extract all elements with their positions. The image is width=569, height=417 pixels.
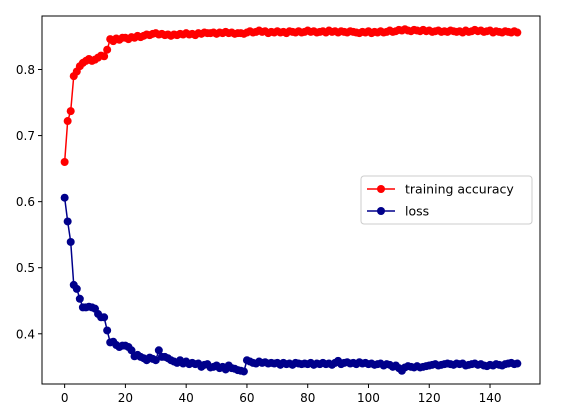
x-tick-label: 60: [239, 391, 254, 405]
plot-frame: [41, 15, 541, 385]
series-loss: [60, 193, 522, 376]
legend: training accuracy loss: [360, 175, 533, 225]
data-point: [154, 346, 163, 355]
y-tick-label: 0.5: [16, 261, 35, 275]
data-point: [239, 367, 248, 376]
data-point: [100, 52, 109, 61]
x-axis: 0 20 40 60 80 100 120 140: [61, 384, 502, 405]
data-point: [75, 294, 84, 303]
y-tick-label: 0.6: [16, 195, 35, 209]
data-point: [60, 193, 69, 202]
x-tick-label: 120: [418, 391, 441, 405]
series-layer: [60, 25, 522, 376]
legend-label: training accuracy: [405, 182, 514, 197]
data-point: [513, 359, 522, 368]
x-tick-label: 140: [479, 391, 502, 405]
x-tick-label: 40: [179, 391, 194, 405]
legend-frame: [360, 175, 533, 225]
data-point: [151, 356, 160, 365]
x-tick-label: 100: [357, 391, 380, 405]
x-tick-label: 0: [61, 391, 69, 405]
data-point: [103, 45, 112, 54]
x-tick-label: 20: [118, 391, 133, 405]
data-point: [66, 237, 75, 246]
legend-swatch-marker: [377, 185, 385, 193]
x-tick-label: 80: [300, 391, 315, 405]
data-point: [66, 107, 75, 116]
y-axis: 0.4 0.5 0.6 0.7 0.8: [16, 63, 42, 341]
data-point: [100, 313, 109, 322]
y-tick-label: 0.4: [16, 327, 35, 341]
data-point: [127, 346, 136, 355]
data-point: [63, 217, 72, 226]
legend-entry: training accuracy: [367, 182, 514, 197]
legend-entry: loss: [367, 204, 429, 219]
legend-swatch-marker: [377, 207, 385, 215]
data-point: [72, 284, 81, 293]
y-tick-label: 0.7: [16, 129, 35, 143]
data-point: [103, 326, 112, 335]
data-point: [513, 28, 522, 37]
legend-label: loss: [405, 204, 429, 219]
data-point: [60, 158, 69, 167]
series-training-accuracy: [60, 25, 522, 167]
y-tick-label: 0.8: [16, 63, 35, 77]
data-point: [63, 117, 72, 126]
